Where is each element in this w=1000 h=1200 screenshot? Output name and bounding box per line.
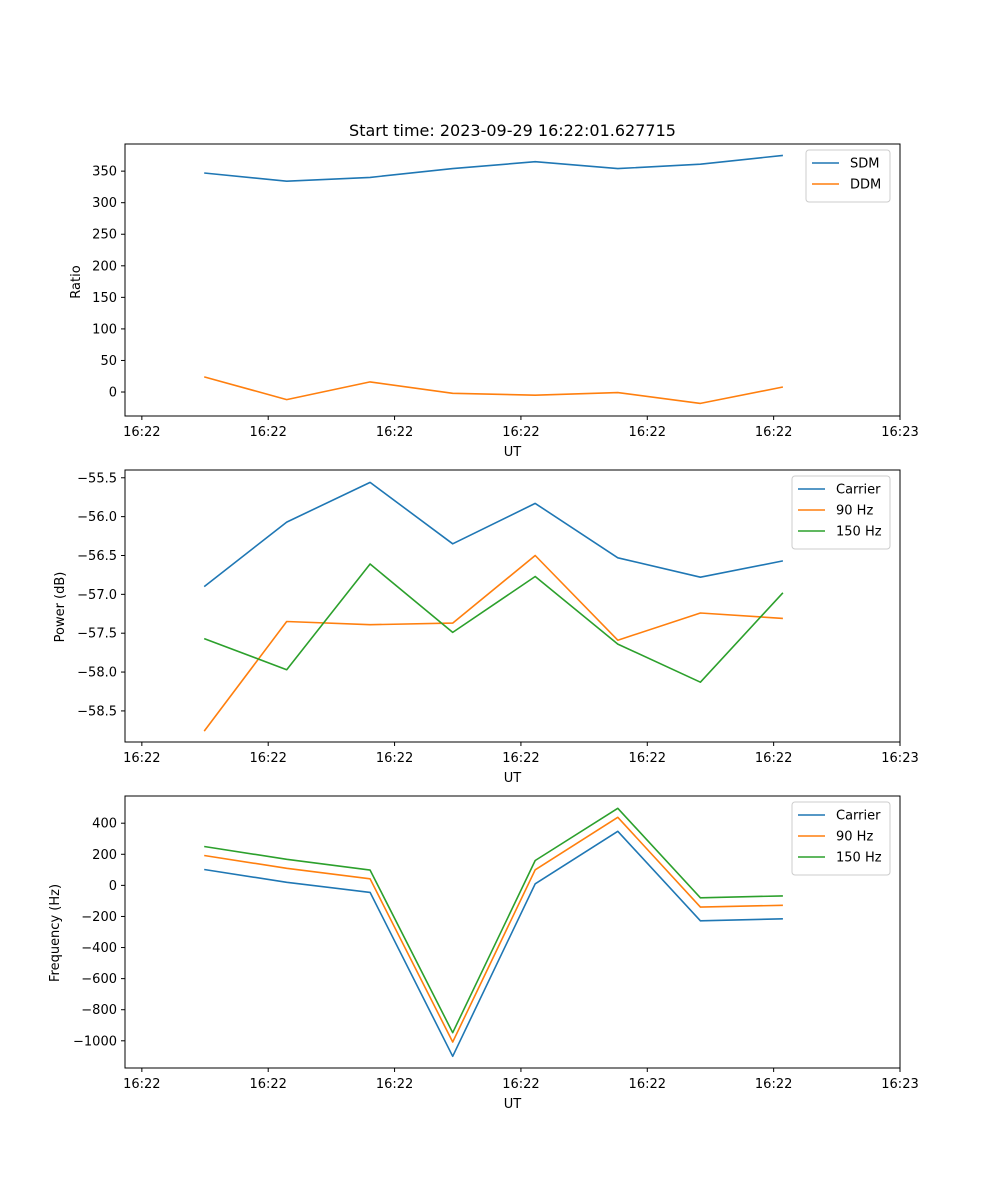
y-tick-label: −600	[81, 972, 117, 987]
x-axis-label: UT	[504, 445, 522, 460]
power-chart: UT Power (dB) 16:22 16:22 16:22 16:22 16:22 1…	[53, 469, 919, 786]
x-tick-label: 16:22	[629, 751, 666, 766]
plot-area	[124, 469, 901, 743]
series-line-150-hz	[203, 563, 784, 684]
plot-area	[124, 143, 901, 417]
y-tick-label: 400	[92, 817, 117, 832]
y-axis-label: Frequency (Hz)	[48, 884, 63, 982]
legend-label: DDM	[850, 178, 881, 193]
legend: Carrier 90 Hz 150 Hz	[791, 475, 891, 550]
x-tick-label: 16:22	[755, 425, 792, 440]
y-tick-label: −800	[81, 1003, 117, 1018]
ratio-chart: Start time: 2023-09-29 16:22:01.627715 U…	[69, 121, 919, 460]
x-tick-label: 16:22	[123, 1077, 160, 1092]
series-line-150-hz	[204, 807, 783, 1034]
x-tick-label: 16:23	[881, 751, 918, 766]
y-tick-label: −400	[81, 941, 117, 956]
x-tick-label: 16:22	[376, 1077, 413, 1092]
y-axis-label: Power (dB)	[53, 572, 68, 643]
x-tick-label: 16:22	[502, 1077, 539, 1092]
y-tick-label: −58.5	[77, 704, 117, 719]
legend-label: 90 Hz	[836, 504, 873, 519]
series-line-carrier	[204, 830, 783, 1058]
y-tick-label: 150	[92, 291, 117, 306]
legend-label: 150 Hz	[836, 525, 882, 540]
x-tick-label: 16:22	[249, 425, 286, 440]
x-tick-label: 16:23	[881, 1077, 918, 1092]
y-tick-label: 200	[92, 848, 117, 863]
y-tick-label: −56.0	[77, 510, 117, 525]
x-tick-label: 16:22	[249, 1077, 286, 1092]
x-tick-label: 16:22	[502, 751, 539, 766]
y-tick-label: −57.5	[77, 627, 117, 642]
legend: Carrier 90 Hz 150 Hz	[791, 801, 891, 876]
x-tick-label: 16:22	[376, 751, 413, 766]
legend-label: 90 Hz	[836, 830, 873, 845]
y-tick-label: 350	[92, 165, 117, 180]
legend-label: Carrier	[836, 809, 881, 824]
y-tick-label: 50	[100, 354, 117, 369]
y-tick-label: 250	[92, 228, 117, 243]
y-tick-label: −58.0	[77, 666, 117, 681]
x-tick-label: 16:22	[629, 1077, 666, 1092]
y-tick-label: −200	[81, 910, 117, 925]
legend: SDM DDM	[805, 149, 891, 203]
y-tick-label: 0	[109, 386, 117, 401]
y-tick-label: 0	[109, 879, 117, 894]
y-tick-label: −1000	[73, 1034, 117, 1049]
legend-label: SDM	[850, 157, 879, 172]
x-axis-label: UT	[504, 1097, 522, 1112]
x-tick-label: 16:22	[502, 425, 539, 440]
y-tick-label: 100	[92, 322, 117, 337]
y-axis-label: Ratio	[69, 265, 84, 298]
legend-label: Carrier	[836, 483, 881, 498]
series-line-sdm	[204, 154, 783, 182]
y-tick-label: 200	[92, 259, 117, 274]
x-tick-label: 16:22	[249, 751, 286, 766]
frequency-chart: UT Frequency (Hz) 16:22 16:22 16:22 16:22 16…	[48, 795, 919, 1112]
x-tick-label: 16:22	[376, 425, 413, 440]
series-line-90-hz	[203, 554, 783, 732]
x-tick-label: 16:22	[123, 751, 160, 766]
y-tick-label: 300	[92, 196, 117, 211]
x-tick-label: 16:23	[881, 425, 918, 440]
x-tick-label: 16:22	[755, 1077, 792, 1092]
series-line-ddm	[203, 376, 784, 405]
y-tick-label: −55.5	[77, 471, 117, 486]
x-tick-label: 16:22	[123, 425, 160, 440]
y-tick-label: −57.0	[77, 588, 117, 603]
x-tick-label: 16:22	[629, 425, 666, 440]
y-tick-label: −56.5	[77, 549, 117, 564]
chart-title: Start time: 2023-09-29 16:22:01.627715	[349, 121, 676, 140]
plot-area	[124, 795, 901, 1069]
series-line-carrier	[203, 481, 784, 588]
legend-label: 150 Hz	[836, 851, 882, 866]
x-tick-label: 16:22	[755, 751, 792, 766]
series-line-90-hz	[204, 816, 783, 1043]
x-axis-label: UT	[504, 771, 522, 786]
